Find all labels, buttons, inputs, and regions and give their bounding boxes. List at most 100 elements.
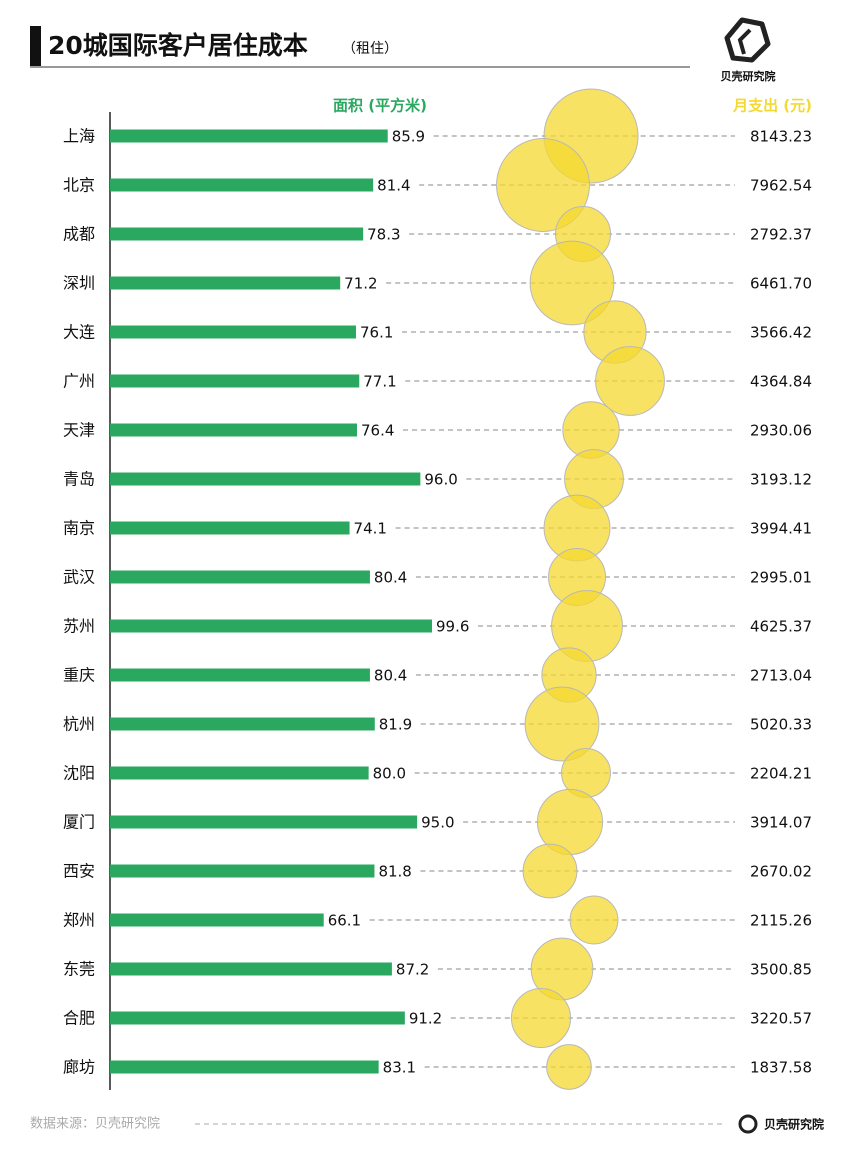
chart-title: 20城国际客户居住成本 [48,31,308,60]
bubble [569,895,619,945]
cost-label: 3566.42 [750,324,812,342]
bar [110,619,432,633]
cost-label: 2204.21 [750,765,812,783]
cost-label: 2713.04 [750,667,812,685]
category-label: 郑州 [63,911,95,930]
category-label: 武汉 [63,568,95,587]
category-label: 西安 [63,862,95,881]
cost-label: 3220.57 [750,1010,812,1028]
cost-label: 7962.54 [750,177,812,195]
category-label: 重庆 [63,666,95,685]
bubble [510,987,572,1049]
category-label: 合肥 [63,1009,95,1028]
cost-label: 2115.26 [750,912,812,930]
bar [110,1060,379,1074]
bubble [522,843,578,899]
bar [110,276,341,290]
bar [110,913,324,927]
value-label: 95.0 [421,814,454,832]
value-label: 80.4 [374,667,407,685]
bar [110,717,375,731]
bar [110,423,357,437]
category-label: 杭州 [63,715,95,734]
bar [110,129,388,143]
bar [110,325,357,339]
category-label: 成都 [63,225,95,244]
value-label: 80.4 [374,569,407,587]
value-label: 66.1 [328,912,361,930]
bubble [496,138,590,232]
value-label: 91.2 [409,1010,442,1028]
cost-label: 1837.58 [750,1059,812,1077]
bar [110,815,418,829]
category-label: 北京 [63,176,95,195]
bubbles [496,88,665,1090]
title-bar [30,26,41,66]
value-label: 81.9 [379,716,412,734]
cost-label: 3193.12 [750,471,812,489]
bar [110,668,370,682]
category-label: 廊坊 [63,1058,95,1077]
value-label: 77.1 [363,373,396,391]
bar [110,864,375,878]
legend-area: 面积 (平方米) [333,97,427,115]
value-label: 80.0 [373,765,406,783]
bar [110,227,364,241]
value-label: 78.3 [367,226,400,244]
category-label: 天津 [63,421,95,440]
source: 数据来源：贝壳研究院 [30,1117,160,1132]
bar [110,178,374,192]
footer-brand: 贝壳研究院 [764,1117,824,1132]
value-label: 81.4 [377,177,410,195]
value-label: 83.1 [383,1059,416,1077]
value-label: 74.1 [354,520,387,538]
cost-label: 4364.84 [750,373,812,391]
cost-label: 2930.06 [750,422,812,440]
cost-label: 3500.85 [750,961,812,979]
category-label: 广州 [63,372,95,391]
bar [110,570,370,584]
bubble [529,240,615,326]
category-label: 南京 [63,519,95,538]
bar [110,472,421,486]
bubble [595,346,665,416]
cost-label: 8143.23 [750,128,812,146]
bar [110,521,350,535]
value-label: 71.2 [344,275,377,293]
value-label: 87.2 [396,961,429,979]
category-label: 深圳 [63,274,95,293]
category-label: 青岛 [63,470,95,489]
cost-label: 2670.02 [750,863,812,881]
category-label: 沈阳 [63,764,95,783]
chart-subtitle: （租住） [342,41,398,57]
value-label: 76.4 [361,422,394,440]
cost-label: 2995.01 [750,569,812,587]
category-label: 上海 [63,127,95,146]
category-label: 东莞 [63,960,95,979]
cost-label: 5020.33 [750,716,812,734]
bar [110,962,392,976]
value-label: 99.6 [436,618,469,636]
bar [110,374,360,388]
bubble [546,1044,592,1090]
cost-label: 4625.37 [750,618,812,636]
cost-label: 6461.70 [750,275,812,293]
legend-cost: 月支出 (元) [732,97,812,115]
value-label: 85.9 [392,128,425,146]
footer-logo [738,1114,758,1134]
cost-label: 3914.07 [750,814,812,832]
value-label: 76.1 [360,324,393,342]
cost-label: 3994.41 [750,520,812,538]
bar [110,1011,405,1025]
category-label: 厦门 [63,813,95,832]
value-label: 81.8 [378,863,411,881]
category-label: 大连 [63,323,95,342]
bar [110,766,369,780]
logo [724,17,771,63]
value-label: 96.0 [424,471,457,489]
brand: 贝壳研究院 [721,69,776,83]
bubble [524,686,600,762]
cost-label: 2792.37 [750,226,812,244]
category-label: 苏州 [63,617,95,636]
